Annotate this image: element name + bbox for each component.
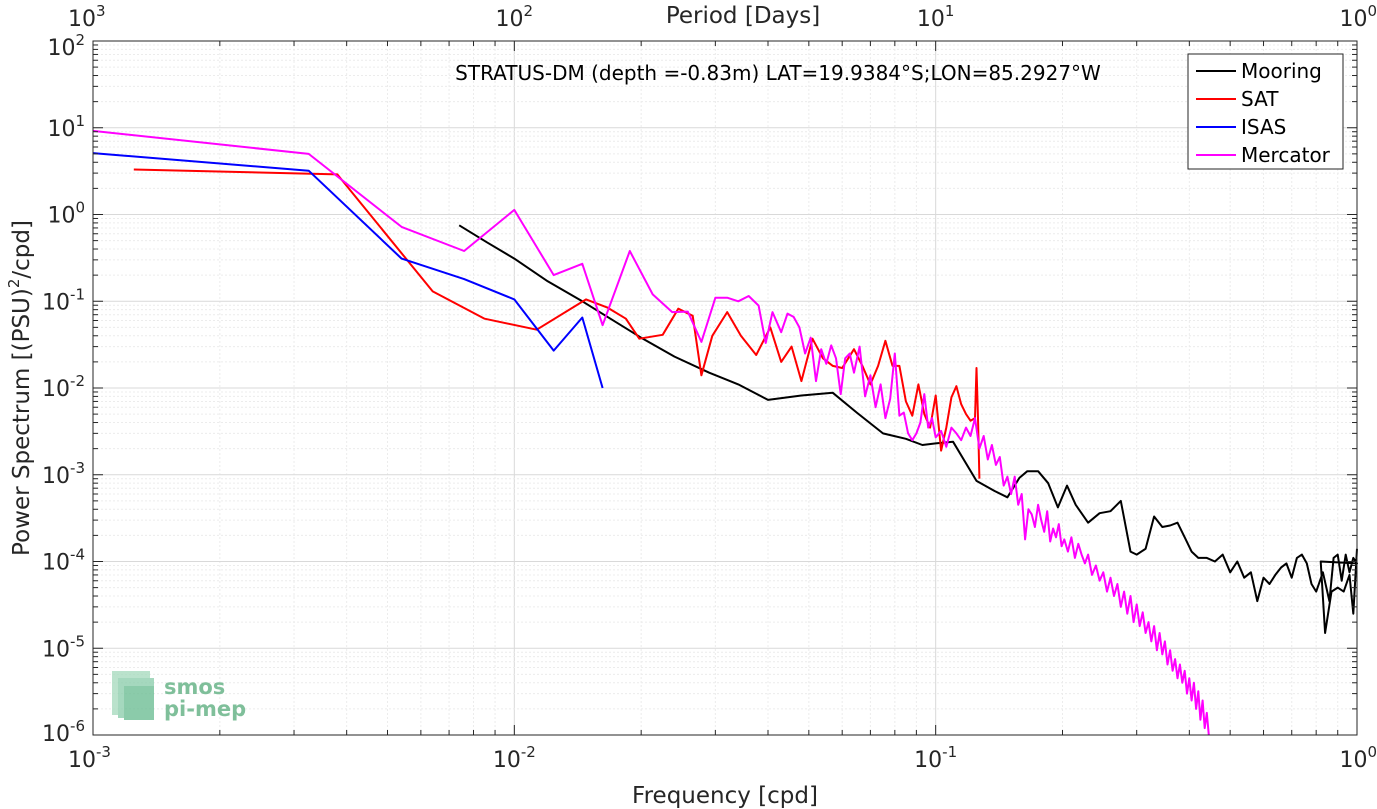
x2-tick-label: 103 [68, 2, 106, 32]
series-line-mercator [92, 129, 1210, 736]
legend-box [1187, 53, 1344, 170]
x2-tick-label: 100 [1339, 2, 1377, 32]
x-tick-label: 10-3 [68, 743, 111, 773]
grid [92, 41, 1357, 736]
legend-label-mooring: Mooring [1241, 59, 1322, 83]
smos-pi-mep-logo: smos pi-mep [112, 671, 246, 721]
y-axis-label-tail: /cpd] [9, 220, 35, 279]
legend: Mooring SAT ISAS Mercator [1187, 53, 1344, 170]
logo-text-line1: smos [164, 675, 225, 699]
axis-ticks [92, 41, 1357, 736]
y-tick-label: 10-1 [42, 285, 85, 315]
series-line-mooring [458, 224, 1358, 634]
y-tick-label: 10-5 [42, 632, 85, 662]
x-tick-label: 10-1 [914, 743, 957, 773]
x2-tick-label: 101 [917, 2, 955, 32]
series-line-sat [133, 168, 981, 479]
series-lines [92, 129, 1358, 736]
x2-tick-label: 102 [496, 2, 534, 32]
series-line-isas [92, 152, 604, 389]
legend-label-sat: SAT [1241, 87, 1279, 111]
y-tick-label: 10-2 [42, 372, 85, 402]
y-tick-label: 102 [47, 31, 85, 61]
y-tick-label: 10-6 [42, 717, 85, 747]
logo-icon [112, 671, 154, 720]
y-axis-label-main: Power Spectrum [(PSU) [9, 288, 35, 556]
legend-label-isas: ISAS [1241, 115, 1286, 139]
chart-title: STRATUS-DM (depth =-0.83m) LAT=19.9384°S… [455, 61, 1101, 85]
x-axis-label: Frequency [cpd] [632, 783, 818, 809]
y-tick-label: 101 [47, 112, 85, 142]
y-tick-label: 10-3 [42, 459, 85, 489]
legend-label-mercator: Mercator [1241, 143, 1331, 167]
x2-axis-label: Period [Days] [666, 3, 820, 29]
y-axis-label: Power Spectrum [(PSU)2/cpd] [5, 220, 35, 556]
y-tick-label: 100 [47, 199, 85, 229]
x-tick-label: 100 [1339, 743, 1377, 773]
y-tick-label: 10-4 [42, 546, 85, 576]
x-tick-label: 10-2 [493, 743, 536, 773]
logo-text-line2: pi-mep [164, 697, 246, 721]
y-axis-label-sup: 2 [5, 279, 23, 289]
